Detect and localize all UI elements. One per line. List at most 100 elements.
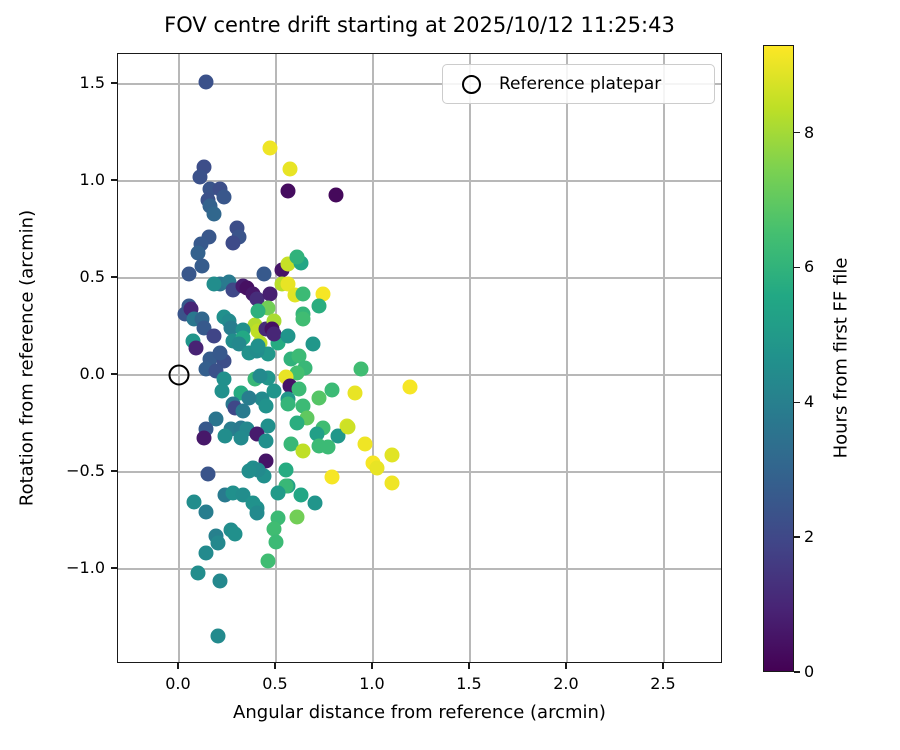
data-point xyxy=(198,545,214,561)
data-point xyxy=(295,311,311,327)
data-point xyxy=(258,398,274,414)
data-point xyxy=(241,390,257,406)
gridline xyxy=(566,54,568,662)
data-point xyxy=(227,526,243,542)
data-point xyxy=(262,286,278,302)
gridline xyxy=(118,277,721,279)
colorbar-tick-mark xyxy=(794,266,800,269)
data-point xyxy=(268,534,284,550)
data-point xyxy=(196,430,212,446)
y-tick-label: −1.0 xyxy=(66,557,105,577)
data-point xyxy=(200,466,216,482)
data-point xyxy=(307,495,323,511)
y-tick-mark xyxy=(111,567,117,569)
legend-label: Reference platepar xyxy=(499,74,662,94)
data-point xyxy=(208,411,224,427)
data-point xyxy=(249,291,265,307)
x-tick-label: 0.0 xyxy=(165,674,191,693)
data-point xyxy=(289,249,305,265)
data-point xyxy=(315,286,330,302)
chart-title: FOV centre drift starting at 2025/10/12 … xyxy=(164,13,675,37)
data-point xyxy=(206,276,222,292)
colorbar-tick-mark xyxy=(794,401,800,403)
colorbar-label: Hours from first FF file xyxy=(830,257,852,459)
y-tick-mark xyxy=(111,179,117,181)
data-point xyxy=(206,328,222,344)
data-point xyxy=(225,235,241,251)
data-point xyxy=(266,521,282,537)
gridline xyxy=(663,54,665,662)
data-point xyxy=(181,266,197,282)
data-point xyxy=(289,365,305,381)
data-point xyxy=(291,381,307,397)
data-point xyxy=(260,553,276,569)
data-point xyxy=(216,371,232,387)
data-point xyxy=(198,504,214,520)
data-point xyxy=(260,418,276,434)
colorbar-tick-mark xyxy=(794,671,800,673)
legend: Reference platepar xyxy=(442,64,715,104)
y-tick-mark xyxy=(111,82,117,84)
data-point xyxy=(192,169,208,185)
data-point xyxy=(266,383,282,399)
y-tick-label: 0.5 xyxy=(79,267,105,287)
data-point xyxy=(241,463,257,479)
gridline xyxy=(372,54,374,662)
y-tick-mark xyxy=(111,373,117,375)
data-point xyxy=(295,398,311,414)
data-point xyxy=(188,340,204,356)
data-point xyxy=(289,415,305,431)
data-point xyxy=(384,475,400,491)
data-point xyxy=(280,183,296,199)
data-point xyxy=(256,266,272,282)
gridline xyxy=(118,568,721,570)
y-tick-mark xyxy=(111,276,117,278)
data-point xyxy=(210,628,226,644)
data-point xyxy=(214,383,230,399)
data-point xyxy=(190,565,206,581)
y-tick-mark xyxy=(111,470,117,472)
colorbar xyxy=(763,45,794,672)
colorbar-tick-mark xyxy=(794,536,800,538)
data-point xyxy=(235,403,251,419)
reference-platepar-point xyxy=(168,364,190,386)
x-tick-mark xyxy=(371,663,373,669)
y-axis-label: Rotation from reference (arcmin) xyxy=(16,209,38,507)
x-tick-label: 0.5 xyxy=(262,674,288,693)
data-point xyxy=(280,276,296,292)
data-point xyxy=(340,419,356,435)
data-point xyxy=(291,348,307,364)
data-point xyxy=(206,206,222,222)
gridline xyxy=(118,374,721,376)
data-point xyxy=(324,382,340,398)
colorbar-tick-label: 8 xyxy=(804,122,815,142)
x-tick-mark xyxy=(274,663,276,669)
x-axis-label: Angular distance from reference (arcmin) xyxy=(233,702,606,723)
data-point xyxy=(262,140,278,156)
data-point xyxy=(289,509,305,525)
data-point xyxy=(311,390,327,406)
data-point xyxy=(293,487,309,503)
data-point xyxy=(280,396,296,411)
data-point xyxy=(250,338,266,354)
data-point xyxy=(320,439,336,455)
colorbar-tick-label: 2 xyxy=(804,527,815,547)
data-point xyxy=(233,430,249,446)
data-point xyxy=(369,460,385,476)
x-tick-mark xyxy=(565,663,567,669)
data-point xyxy=(283,436,299,452)
data-point xyxy=(223,320,239,336)
data-point xyxy=(357,436,373,452)
gridline xyxy=(118,180,721,182)
data-point xyxy=(402,379,418,395)
data-point xyxy=(278,462,294,478)
data-point xyxy=(212,345,228,361)
x-tick-mark xyxy=(662,663,664,669)
data-point xyxy=(280,328,296,344)
colorbar-tick-mark xyxy=(794,131,800,134)
x-tick-label: 2.0 xyxy=(553,674,579,693)
gridline xyxy=(275,54,277,662)
x-tick-label: 2.5 xyxy=(650,674,676,693)
gridline xyxy=(118,83,721,85)
